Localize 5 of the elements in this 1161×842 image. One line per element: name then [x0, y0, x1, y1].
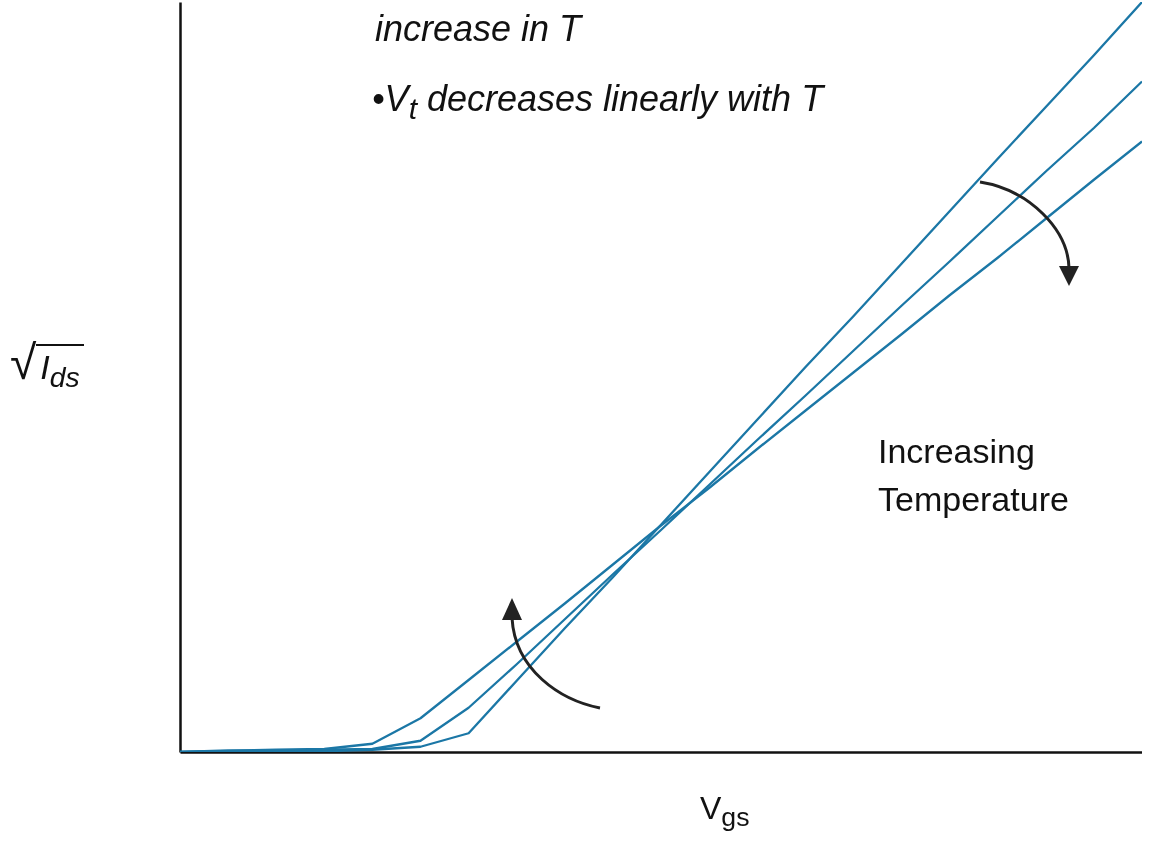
annotation: Increasing Temperature [878, 431, 1070, 520]
annotation: •V$_{t}$ decreases linearly with T [372, 78, 824, 127]
x-axis-title: V$_{gs}$ [700, 790, 750, 834]
annotation: increase in T [375, 8, 582, 50]
y-axis-title: √I$_{ds}$ [10, 336, 81, 393]
